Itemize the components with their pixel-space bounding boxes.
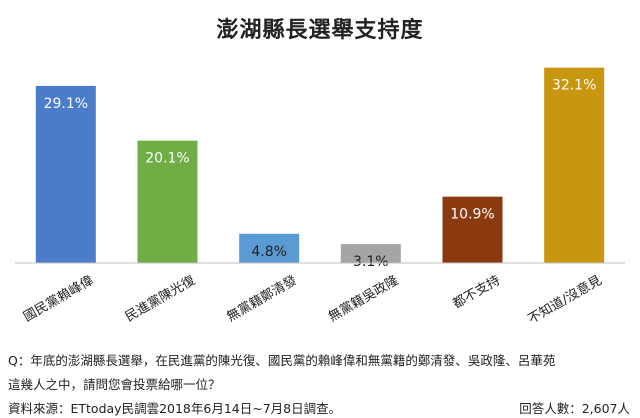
bar-value-label-3: 4.8%: [251, 244, 287, 260]
x-tick-label-3: 無黨籍鄭清發: [224, 272, 300, 325]
bar-value-label-6: 32.1%: [552, 78, 596, 94]
bar-value-label-5: 10.9%: [450, 207, 494, 223]
question-line-1: Q：年底的澎湖縣長選舉，在民進黨的陳光復、國民黨的賴峰偉和無黨籍的鄭清發、吳政隆…: [8, 353, 556, 368]
question-line-2: 這幾人之中，請問您會投票給哪一位？: [8, 377, 221, 392]
chart-title: 澎湖縣長選舉支持度: [216, 18, 424, 43]
x-tick-label-6: 不知道/沒意見: [525, 272, 604, 327]
bar-value-label-1: 29.1%: [44, 96, 88, 112]
x-tick-label-4: 無黨籍吳政隆: [326, 272, 402, 325]
bar-5: [442, 196, 503, 263]
bar-2: [137, 140, 198, 263]
bar-6: [544, 67, 605, 263]
bar-value-label-2: 20.1%: [145, 151, 189, 167]
bar-4: [340, 244, 401, 263]
bar-3: [239, 233, 300, 263]
bar-1: [35, 85, 96, 263]
respondent-count: 回答人數：2,607人: [519, 401, 630, 416]
x-tick-label-1: 國民黨賴峰偉: [21, 273, 96, 325]
x-tick-label-5: 都不支持: [450, 273, 503, 312]
x-tick-label-2: 民進黨陳光復: [122, 272, 198, 325]
source-note: 資料來源：ETtoday民調雲2018年6月14日~7月8日調查。: [8, 401, 342, 416]
bar-value-label-4: 3.1%: [353, 254, 389, 270]
